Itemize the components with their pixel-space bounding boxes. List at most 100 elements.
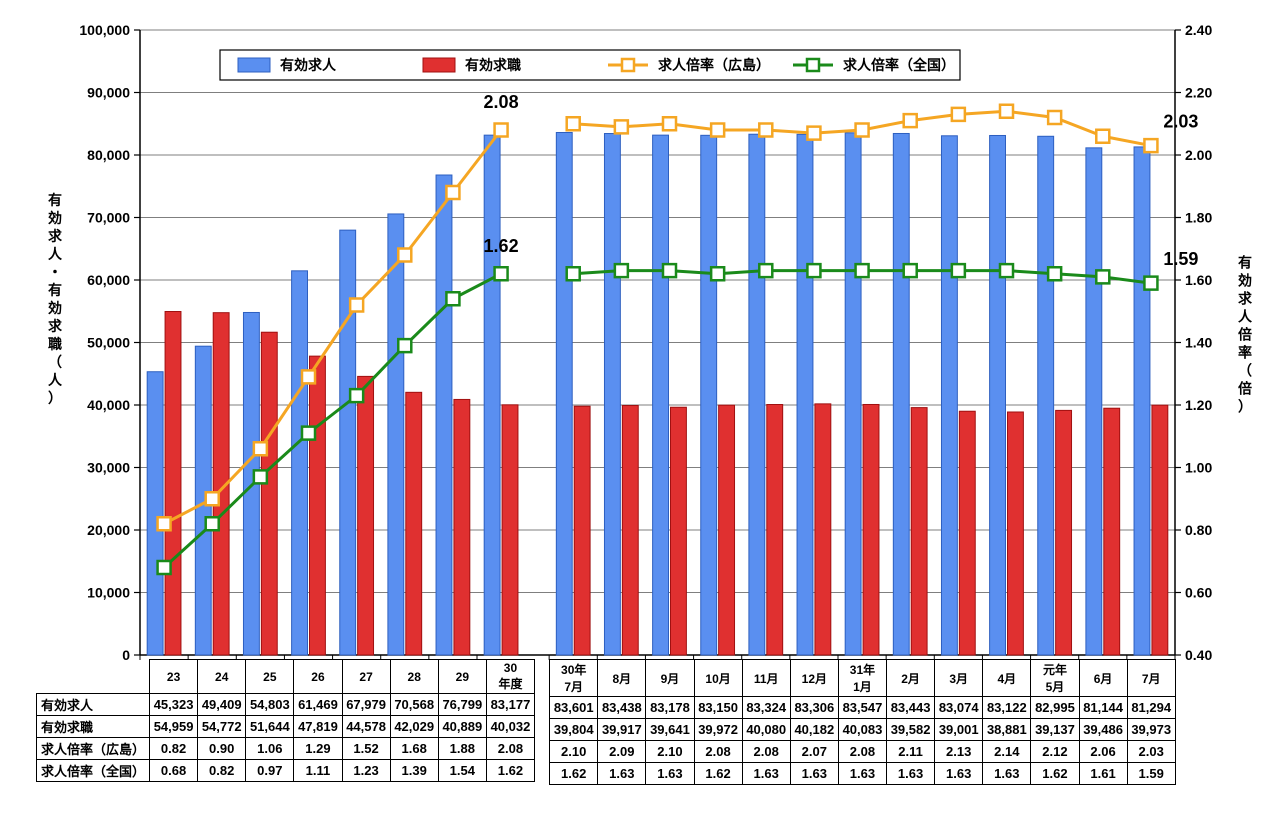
line-ratio-hiroshima-marker — [350, 299, 363, 312]
bar-job-seekers — [358, 376, 374, 655]
y-right-tick: 1.80 — [1185, 210, 1212, 226]
category-cell: 3月 — [935, 660, 983, 697]
data-cell: 2.10 — [646, 741, 694, 763]
y-left-label: 求 — [48, 228, 63, 244]
category-cell: 28 — [390, 660, 438, 694]
y-left-tick: 50,000 — [87, 335, 130, 351]
data-cell: 70,568 — [390, 694, 438, 716]
line-ratio-hiroshima-marker — [952, 108, 965, 121]
data-cell: 1.63 — [983, 763, 1031, 785]
bar-job-seekers — [1056, 410, 1072, 655]
data-cell: 38,881 — [983, 719, 1031, 741]
data-cell: 40,032 — [486, 716, 534, 738]
data-cell: 39,973 — [1127, 719, 1175, 741]
data-cell: 83,438 — [598, 697, 646, 719]
annotation: 2.03 — [1163, 112, 1198, 132]
y-right-tick: 1.40 — [1185, 335, 1212, 351]
y-right-label: 効 — [1238, 273, 1252, 289]
y-left-label: 有 — [48, 282, 62, 298]
bar-job-seekers — [1104, 408, 1120, 655]
category-cell: 30年7月 — [550, 660, 598, 697]
y-right-label: 求 — [1238, 291, 1253, 307]
bar-job-offers — [990, 135, 1006, 655]
data-cell: 47,819 — [294, 716, 342, 738]
bar-job-seekers — [574, 406, 590, 655]
data-cell: 40,889 — [438, 716, 486, 738]
category-cell: 27 — [342, 660, 390, 694]
data-cell: 39,001 — [935, 719, 983, 741]
data-cell: 1.63 — [742, 763, 790, 785]
line-ratio-hiroshima-marker — [759, 124, 772, 137]
data-cell: 83,547 — [838, 697, 886, 719]
data-cell: 1.63 — [887, 763, 935, 785]
y-right-tick: 2.40 — [1185, 22, 1212, 38]
data-cell: 83,324 — [742, 697, 790, 719]
data-cell: 54,772 — [198, 716, 246, 738]
line-ratio-national-marker — [807, 264, 820, 277]
data-cell: 1.63 — [646, 763, 694, 785]
line-ratio-hiroshima-marker — [567, 117, 580, 130]
y-right-label: 倍 — [1238, 381, 1252, 397]
bar-job-offers — [941, 136, 957, 655]
y-right-label: 率 — [1238, 345, 1252, 361]
data-cell: 1.23 — [342, 760, 390, 782]
y-left-label: 人 — [48, 246, 63, 262]
y-right-tick: 2.00 — [1185, 147, 1212, 163]
line-ratio-hiroshima-marker — [904, 114, 917, 127]
data-cell: 2.08 — [694, 741, 742, 763]
category-cell: 31年1月 — [838, 660, 886, 697]
data-cell: 39,137 — [1031, 719, 1079, 741]
data-cell: 42,029 — [390, 716, 438, 738]
data-cell: 0.82 — [198, 760, 246, 782]
bar-job-offers — [845, 133, 861, 655]
y-left-label: 効 — [48, 210, 62, 226]
y-right-label: 人 — [1238, 309, 1253, 325]
bar-job-offers — [1134, 147, 1150, 655]
data-cell: 83,601 — [550, 697, 598, 719]
line-ratio-hiroshima-marker — [807, 127, 820, 140]
line-ratio-national-marker — [567, 267, 580, 280]
bar-job-offers — [436, 175, 452, 655]
line-ratio-hiroshima-marker — [1096, 130, 1109, 143]
line-ratio-national-marker — [904, 264, 917, 277]
data-cell: 2.12 — [1031, 741, 1079, 763]
data-cell: 2.08 — [486, 738, 534, 760]
annotation: 2.08 — [484, 92, 519, 112]
data-cell: 1.11 — [294, 760, 342, 782]
line-ratio-national-marker — [495, 267, 508, 280]
data-cell: 1.62 — [550, 763, 598, 785]
category-cell: 24 — [198, 660, 246, 694]
line-ratio-national-marker — [302, 427, 315, 440]
category-cell: 30年度 — [486, 660, 534, 694]
bar-job-seekers — [767, 405, 783, 656]
category-cell: 7月 — [1127, 660, 1175, 697]
data-cell: 1.62 — [1031, 763, 1079, 785]
data-cell: 83,177 — [486, 694, 534, 716]
data-cell: 83,150 — [694, 697, 742, 719]
data-cell: 39,972 — [694, 719, 742, 741]
bar-job-seekers — [1008, 412, 1024, 655]
bar-job-seekers — [815, 404, 831, 655]
line-ratio-national-marker — [1096, 270, 1109, 283]
y-left-tick: 60,000 — [87, 272, 130, 288]
category-cell: 6月 — [1079, 660, 1127, 697]
data-cell: 2.09 — [598, 741, 646, 763]
legend-marker — [622, 59, 634, 71]
data-cell: 39,641 — [646, 719, 694, 741]
row-header: 有効求職 — [37, 716, 150, 738]
bar-job-offers — [604, 134, 620, 655]
category-cell: 29 — [438, 660, 486, 694]
data-cell: 76,799 — [438, 694, 486, 716]
bar-job-offers — [388, 214, 404, 655]
y-left-tick: 10,000 — [87, 585, 130, 601]
data-table: 30年7月8月9月10月11月12月31年1月2月3月4月元年5月6月7月83,… — [549, 659, 1176, 785]
line-ratio-national-marker — [1144, 277, 1157, 290]
data-cell: 39,486 — [1079, 719, 1127, 741]
line-ratio-hiroshima-marker — [711, 124, 724, 137]
data-cell: 1.88 — [438, 738, 486, 760]
data-cell: 0.97 — [246, 760, 294, 782]
data-cell: 81,144 — [1079, 697, 1127, 719]
data-cell: 1.63 — [935, 763, 983, 785]
data-cell: 61,469 — [294, 694, 342, 716]
y-right-label: （ — [1238, 363, 1252, 379]
